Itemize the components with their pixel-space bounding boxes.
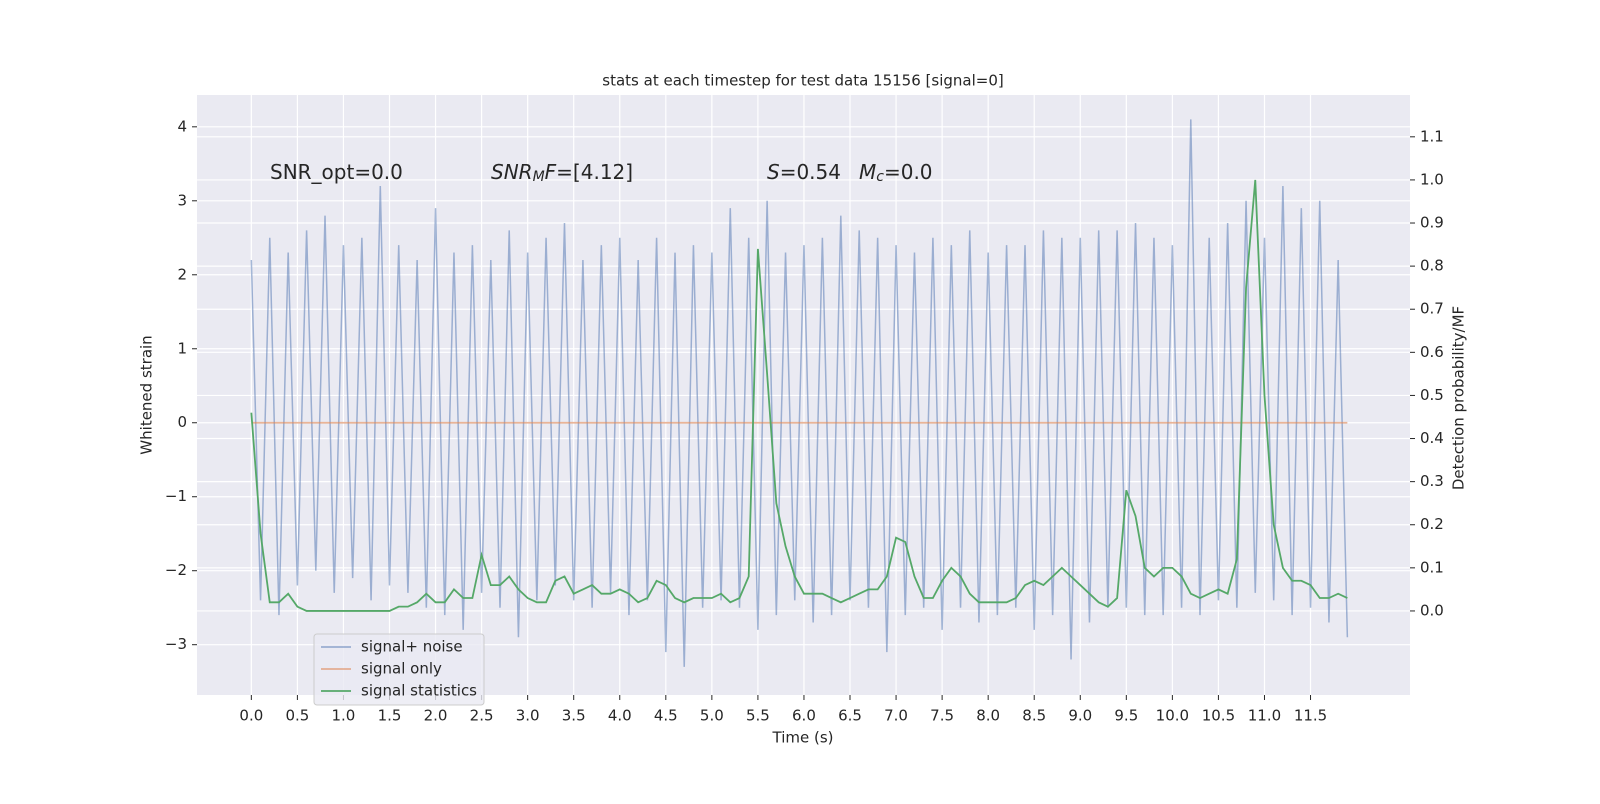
- annotation-part: =0.0: [884, 160, 933, 184]
- annotation: SNRMF=[4.12]: [491, 160, 633, 186]
- x-tick-label: 6.5: [838, 707, 862, 725]
- x-tick-label: 9.0: [1068, 707, 1092, 725]
- x-tick-label: 10.0: [1156, 707, 1189, 725]
- x-tick-label: 8.0: [976, 707, 1000, 725]
- annotation-part: M: [533, 169, 545, 185]
- legend-label: signal only: [361, 660, 442, 678]
- x-tick-label: 3.0: [516, 707, 540, 725]
- annotation-part: M: [859, 160, 876, 184]
- x-tick-label: 10.5: [1202, 707, 1235, 725]
- x-tick-label: 11.5: [1294, 707, 1327, 725]
- y2-tick-label: 0.0: [1420, 601, 1444, 619]
- annotation-part: SNR: [491, 160, 533, 184]
- y-tick-label: −2: [165, 561, 187, 579]
- y-tick-label: −3: [165, 635, 187, 653]
- y-tick-label: 2: [177, 265, 187, 283]
- x-tick-label: 3.5: [562, 707, 586, 725]
- x-tick-label: 0.0: [239, 707, 263, 725]
- annotation-part: c: [876, 169, 884, 185]
- x-tick-label: 6.0: [792, 707, 816, 725]
- annotation-part: F: [545, 160, 557, 184]
- y2-tick-label: 0.5: [1420, 386, 1444, 404]
- y2-tick-label: 0.6: [1420, 343, 1444, 361]
- x-axis-label: Time (s): [772, 729, 834, 747]
- chart-title: stats at each timestep for test data 151…: [602, 72, 1003, 90]
- y2-tick-label: 0.4: [1420, 429, 1444, 447]
- legend-box: [313, 633, 485, 706]
- annotation: Mc=0.0: [859, 160, 933, 186]
- annotation-part: SNR_opt=0.0: [270, 160, 403, 184]
- x-tick-label: 2.5: [470, 707, 494, 725]
- legend-label: signal statistics: [361, 682, 477, 700]
- y2-tick-label: 1.1: [1420, 127, 1444, 145]
- y2-tick-label: 0.9: [1420, 214, 1444, 232]
- x-tick-label: 8.5: [1022, 707, 1046, 725]
- x-tick-label: 5.5: [746, 707, 770, 725]
- x-tick-label: 7.5: [930, 707, 954, 725]
- y-tick-label: 1: [177, 339, 187, 357]
- x-tick-label: 11.0: [1248, 707, 1281, 725]
- y-tick-label: 3: [177, 191, 187, 209]
- x-tick-label: 2.0: [424, 707, 448, 725]
- y2-tick-label: 0.8: [1420, 257, 1444, 275]
- y-axis-label: Whitened strain: [138, 335, 156, 454]
- annotation-part: S: [767, 160, 780, 184]
- annotation: S=0.54: [767, 160, 841, 184]
- annotation-part: =[4.12]: [556, 160, 633, 184]
- annotation-part: =0.54: [780, 160, 841, 184]
- y2-tick-label: 0.2: [1420, 515, 1444, 533]
- y2-axis-label: Detection probability/MF: [1450, 306, 1468, 490]
- legend-label: signal+ noise: [361, 638, 463, 656]
- y-tick-label: 4: [177, 117, 187, 135]
- x-tick-label: 9.5: [1114, 707, 1138, 725]
- x-tick-label: 1.0: [332, 707, 356, 725]
- x-tick-label: 0.5: [285, 707, 309, 725]
- series-line: [250, 179, 1348, 612]
- y2-tick-label: 0.3: [1420, 472, 1444, 490]
- y2-tick-label: 1.0: [1420, 170, 1444, 188]
- x-tick-label: 7.0: [884, 707, 908, 725]
- x-tick-label: 4.5: [654, 707, 678, 725]
- y2-tick-label: 0.7: [1420, 300, 1444, 318]
- annotation: SNR_opt=0.0: [270, 160, 403, 184]
- y-tick-label: −1: [165, 487, 187, 505]
- y2-tick-label: 0.1: [1420, 558, 1444, 576]
- x-tick-label: 4.0: [608, 707, 632, 725]
- y-tick-label: 0: [177, 413, 187, 431]
- x-tick-label: 1.5: [378, 707, 402, 725]
- x-tick-label: 5.0: [700, 707, 724, 725]
